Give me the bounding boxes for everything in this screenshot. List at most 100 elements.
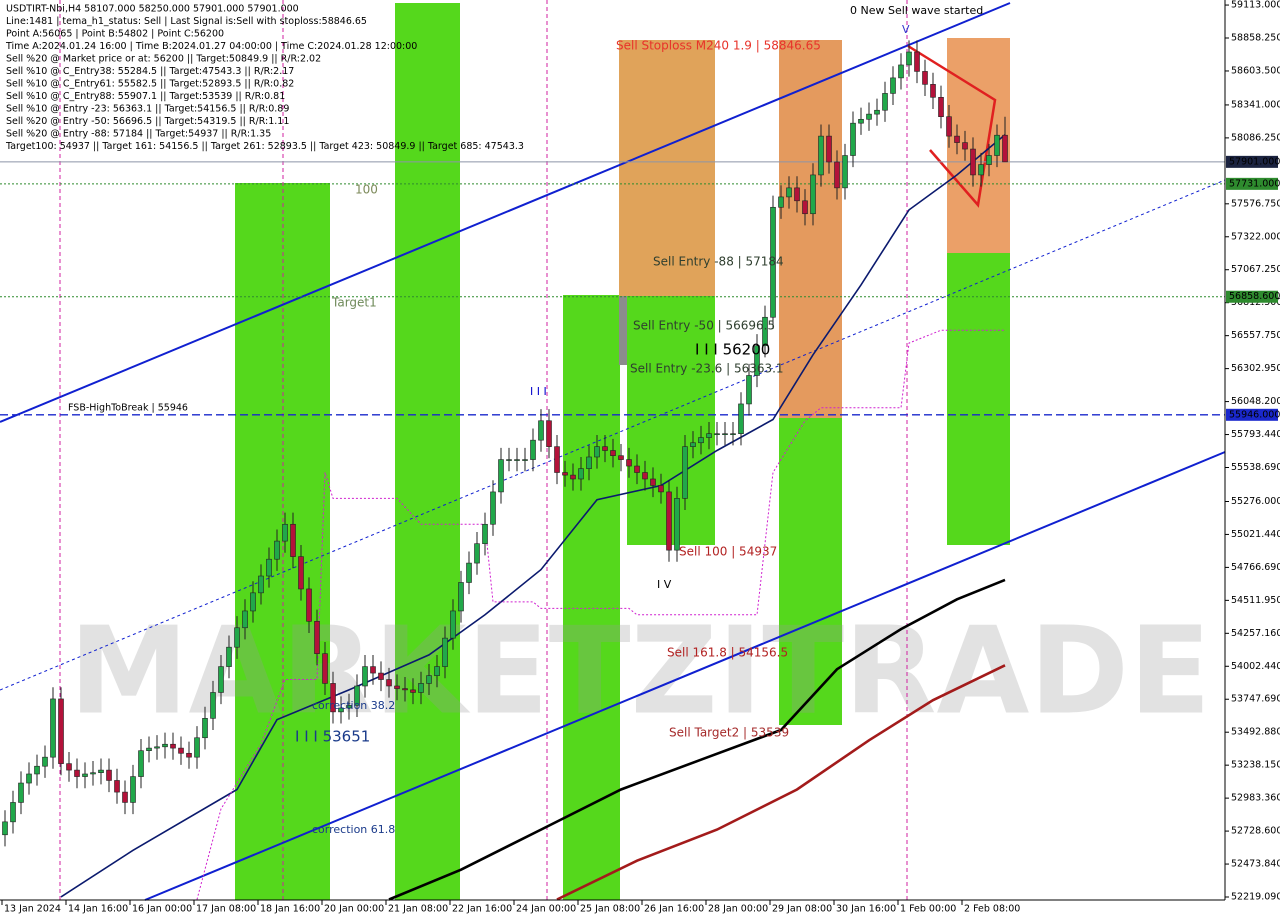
- info-line: Time A:2024.01.24 16:00 | Time B:2024.01…: [5, 41, 417, 52]
- y-tick-label: 59113.000: [1231, 0, 1280, 11]
- candle-body: [514, 459, 520, 461]
- x-tick-label: 24 Jan 00:00: [516, 904, 576, 915]
- candle-body: [986, 155, 992, 165]
- annotation: Sell 161.8 | 54156.5: [667, 646, 788, 660]
- level-label: 56858.600: [1229, 291, 1280, 302]
- candle-body: [842, 155, 848, 189]
- candle-body: [762, 316, 768, 347]
- annotation: Sell Entry -50 | 56696.5: [633, 319, 775, 333]
- candle-body: [170, 743, 176, 749]
- info-line: Sell %10 @ Entry -23: 56363.1 || Target:…: [6, 104, 289, 115]
- info-line: Point A:56065 | Point B:54802 | Point C:…: [6, 29, 224, 40]
- candle-body: [698, 437, 704, 444]
- candle-body: [322, 653, 328, 684]
- candle-body: [938, 96, 944, 118]
- candle-body: [546, 420, 552, 447]
- annotation: V: [902, 23, 910, 36]
- annotation: I I I 53651: [295, 728, 370, 746]
- info-line: Target100: 54937 || Target 161: 54156.5 …: [5, 141, 524, 152]
- candle-body: [818, 135, 824, 176]
- candle-body: [482, 523, 488, 544]
- candles: [2, 40, 1008, 847]
- candle-body: [434, 666, 440, 676]
- candle-body: [306, 588, 312, 622]
- candle-body: [498, 459, 504, 493]
- candle-body: [74, 769, 80, 777]
- candle-body: [914, 51, 920, 72]
- candle-body: [114, 780, 120, 793]
- texts: USDTIRT-Nbi,H4 58107.000 58250.000 57901…: [5, 4, 983, 837]
- candle-body: [882, 93, 888, 111]
- annotation: 100: [355, 183, 378, 197]
- candle-body: [34, 765, 40, 775]
- candle-body: [562, 472, 568, 476]
- candle-body: [618, 455, 624, 460]
- annotation: 0 New Sell wave started: [850, 4, 983, 17]
- candle-body: [738, 403, 744, 434]
- candle-body: [50, 698, 56, 758]
- candle-body: [690, 442, 696, 447]
- candle-body: [18, 782, 24, 803]
- trend-line: [0, 179, 1226, 691]
- green-zone: [563, 295, 620, 900]
- candle-body: [138, 750, 144, 777]
- candle-body: [274, 540, 280, 560]
- watermark: MARKETZITRADE: [69, 603, 1211, 742]
- info-line: Sell %10 @ C_Entry61: 55582.5 || Target:…: [6, 79, 294, 90]
- candle-body: [754, 345, 760, 376]
- candle-body: [722, 433, 728, 435]
- zones: MARKETZITRADE: [69, 3, 1211, 900]
- candle-body: [66, 763, 72, 771]
- annotation: I V: [657, 578, 672, 591]
- candle-body: [90, 772, 96, 775]
- orange-zone: [619, 40, 715, 296]
- candle-body: [978, 164, 984, 176]
- candle-body: [522, 459, 528, 461]
- y-tick-label: 56048.200: [1231, 396, 1280, 407]
- candle-body: [186, 752, 192, 758]
- candle-body: [602, 446, 608, 451]
- candle-body: [98, 769, 104, 773]
- level-box: [1226, 177, 1278, 190]
- level-box: [1226, 290, 1278, 303]
- candle-body: [146, 747, 152, 751]
- candle-body: [578, 468, 584, 480]
- candle-body: [178, 747, 184, 754]
- indicator-line: [388, 578, 1006, 901]
- y-tick-label: 57067.250: [1231, 264, 1280, 275]
- y-tick-label: 58341.000: [1231, 99, 1280, 110]
- info-line: Sell %20 @ Entry -88: 57184 || Target:54…: [6, 129, 271, 140]
- candle-body: [906, 51, 912, 66]
- candle-body: [994, 134, 1000, 156]
- candle-body: [946, 116, 952, 137]
- candle-body: [1002, 134, 1008, 163]
- candle-body: [338, 707, 344, 713]
- candle-body: [594, 446, 600, 458]
- layout-lines: [0, 0, 1226, 901]
- x-tick-label: 30 Jan 16:00: [836, 904, 896, 915]
- candle-body: [154, 746, 160, 749]
- info-line: Sell %20 @ Entry -50: 56696.5 || Target:…: [6, 116, 289, 127]
- candle-body: [386, 679, 392, 687]
- candle-body: [330, 683, 336, 713]
- candle-body: [210, 692, 216, 719]
- annotation: Sell Target2 | 53539: [669, 726, 789, 740]
- candle-body: [218, 666, 224, 693]
- x-tick-label: 21 Jan 08:00: [388, 904, 448, 915]
- candle-body: [202, 718, 208, 739]
- y-tick-label: 57322.000: [1231, 231, 1280, 242]
- y-tick-label: 53238.150: [1231, 760, 1280, 771]
- y-tick-label: 56302.950: [1231, 363, 1280, 374]
- candle-body: [970, 148, 976, 176]
- channel-line: [0, 2, 1011, 423]
- candle-body: [450, 610, 456, 639]
- y-tick-label: 54511.950: [1231, 595, 1280, 606]
- x-tick-label: 20 Jan 00:00: [324, 904, 384, 915]
- candle-body: [122, 791, 128, 803]
- y-tick-label: 54766.690: [1231, 562, 1280, 573]
- info-line: Sell %20 @ Market price or at: 56200 || …: [6, 54, 321, 65]
- y-tick-label: 52473.840: [1231, 859, 1280, 870]
